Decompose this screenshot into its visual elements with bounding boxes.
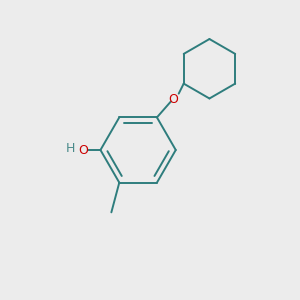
Text: H: H xyxy=(66,142,75,154)
Text: O: O xyxy=(79,143,88,157)
Text: O: O xyxy=(168,93,178,106)
